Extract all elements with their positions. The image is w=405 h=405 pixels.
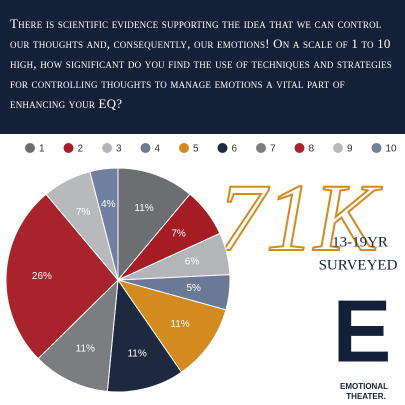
- legend-swatch: [256, 143, 266, 153]
- legend-label: 7: [270, 144, 276, 155]
- logo-letter: E: [333, 281, 392, 380]
- legend-swatch: [102, 143, 112, 153]
- slice-label: 26%: [32, 271, 52, 282]
- slice-label: 11%: [76, 343, 95, 354]
- legend-swatch: [217, 143, 228, 153]
- brand-line-1: EMOTIONAL: [340, 382, 388, 391]
- legend-label: 1: [39, 144, 45, 155]
- slice-label: 5%: [186, 283, 201, 294]
- legend-swatch: [179, 143, 189, 153]
- legend-swatch: [25, 143, 35, 153]
- surveyed-label: SURVEYED: [319, 257, 398, 273]
- legend-label: 2: [78, 144, 84, 155]
- legend-label: 10: [386, 144, 398, 155]
- survey-count: 71K: [218, 164, 383, 271]
- legend-label: 9: [347, 144, 353, 155]
- pie-slice: [89, 167, 119, 281]
- slice-label: 11%: [134, 203, 153, 214]
- legend-swatch: [333, 143, 343, 153]
- pie-slice: [37, 278, 119, 393]
- question-title: There is scientific evidence supporting …: [10, 16, 392, 111]
- pie-slice: [116, 279, 227, 373]
- pie-slice: [106, 278, 183, 393]
- slice-label: 11%: [170, 319, 189, 330]
- legend-swatch: [371, 143, 382, 153]
- legend-swatch: [294, 143, 305, 153]
- legend-label: 4: [155, 144, 161, 155]
- slice-label: 7%: [76, 207, 91, 218]
- slice-label: 4%: [101, 199, 116, 210]
- legend-swatch: [140, 143, 151, 153]
- legend-label: 6: [232, 144, 238, 155]
- legend-label: 5: [193, 144, 199, 155]
- slice-label: 6%: [185, 257, 200, 268]
- brand-line-2: THEATER.: [346, 392, 385, 401]
- age-range: 13-19YR: [332, 234, 388, 250]
- pie-slice: [117, 167, 191, 282]
- legend-swatch: [63, 143, 74, 153]
- header-band: There is scientific evidence supporting …: [0, 0, 405, 134]
- slice-label: 7%: [171, 229, 186, 240]
- slice-label: 11%: [127, 348, 146, 359]
- pie-slice: [5, 193, 119, 360]
- legend-label: 8: [309, 144, 315, 155]
- legend-label: 3: [116, 144, 122, 155]
